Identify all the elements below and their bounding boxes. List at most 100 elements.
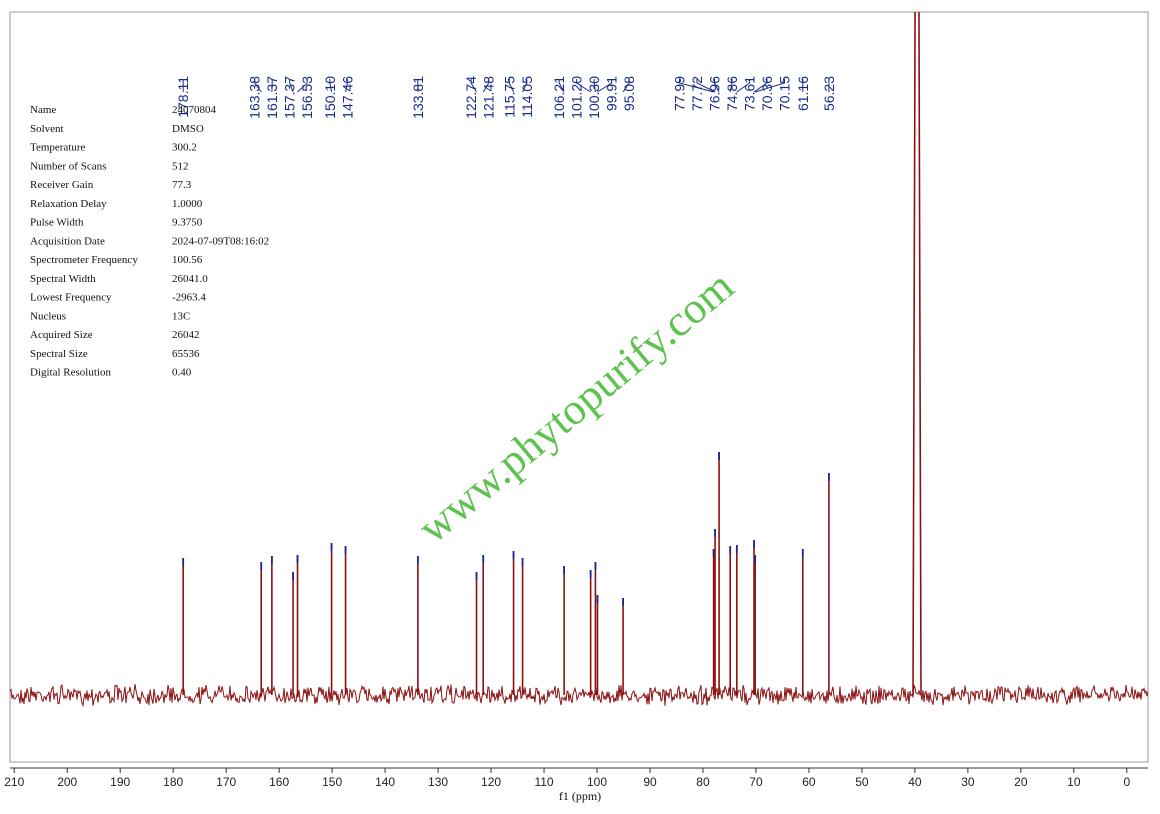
peak-label-leader xyxy=(736,79,750,93)
x-tick-label: 130 xyxy=(428,775,448,789)
param-value: 24070804 xyxy=(172,104,217,116)
x-tick-label: 20 xyxy=(1014,775,1028,789)
param-name: Spectral Width xyxy=(30,273,96,285)
peak-label-leader xyxy=(329,79,333,93)
x-tick-label: 40 xyxy=(908,775,922,789)
param-name: Relaxation Delay xyxy=(30,198,107,210)
peak-label-leader xyxy=(470,79,477,93)
x-tick-label: 30 xyxy=(961,775,975,789)
baseline-noise xyxy=(10,683,1148,708)
param-value: 13C xyxy=(172,310,190,322)
peak-label: 161.37 xyxy=(264,76,280,119)
x-tick-label: 80 xyxy=(696,775,710,789)
param-value: -2963.4 xyxy=(172,292,206,304)
peak-label: 122.74 xyxy=(463,76,479,119)
peak-label-leader xyxy=(597,79,613,93)
peak-label: 95.08 xyxy=(621,76,637,111)
param-name: Receiver Gain xyxy=(30,179,94,191)
peak-label-leader xyxy=(678,79,714,93)
x-tick-label: 200 xyxy=(57,775,77,789)
peak-label-leader xyxy=(696,79,716,93)
peak-label: 70.36 xyxy=(759,76,775,111)
peak-label: 61.16 xyxy=(795,76,811,111)
param-value: 100.56 xyxy=(172,254,203,266)
param-value: DMSO xyxy=(172,123,204,135)
peak-label-leader xyxy=(755,79,785,93)
x-tick-label: 160 xyxy=(269,775,289,789)
peak-label: 56.23 xyxy=(821,76,837,111)
watermark: www.phytopurify.com xyxy=(409,261,743,553)
x-tick-label: 10 xyxy=(1067,775,1081,789)
x-tick-label: 210 xyxy=(4,775,24,789)
peak-label: 133.81 xyxy=(410,76,426,119)
peak-label: 157.37 xyxy=(282,76,298,119)
x-axis-label: f1 (ppm) xyxy=(559,789,601,803)
param-name: Pulse Width xyxy=(30,217,84,229)
peak-label: 74.86 xyxy=(724,76,740,111)
x-tick-label: 170 xyxy=(216,775,236,789)
peak-label-leader xyxy=(289,79,294,93)
peak-label: 115.75 xyxy=(501,76,517,118)
peak-label: 77.99 xyxy=(671,76,687,111)
peak-label: 106.21 xyxy=(551,76,567,119)
peak-label: 114.05 xyxy=(519,76,535,118)
param-value: 26041.0 xyxy=(172,273,208,285)
param-name: Temperature xyxy=(30,142,86,154)
param-value: 65536 xyxy=(172,348,200,360)
x-tick-label: 190 xyxy=(110,775,130,789)
peak-label-leader xyxy=(558,79,565,93)
param-name: Name xyxy=(30,104,56,116)
peak-label-leader xyxy=(729,79,733,93)
peak-label: 101.20 xyxy=(569,76,585,119)
param-name: Acquisition Date xyxy=(30,235,105,247)
param-value: 0.40 xyxy=(172,367,192,379)
param-name: Number of Scans xyxy=(30,160,106,172)
param-name: Acquired Size xyxy=(30,329,93,341)
param-name: Spectral Size xyxy=(30,348,88,360)
peak-label: 150.10 xyxy=(322,76,338,119)
param-value: 300.2 xyxy=(172,142,197,154)
peak-label: 100.30 xyxy=(586,76,602,119)
peak-label: 147.46 xyxy=(339,76,355,119)
peak-label: 163.38 xyxy=(247,76,263,119)
peak-label: 76.96 xyxy=(706,76,722,111)
peak-label: 73.61 xyxy=(741,76,757,111)
peak-label-leader xyxy=(593,79,596,93)
x-tick-label: 120 xyxy=(481,775,501,789)
param-name: Digital Resolution xyxy=(30,367,111,379)
x-tick-label: 140 xyxy=(375,775,395,789)
peak-label-leader xyxy=(508,79,515,93)
peak-label-leader xyxy=(713,79,720,93)
peak-label-leader xyxy=(753,79,768,93)
solvent-peak xyxy=(912,12,922,696)
peak-label-leader xyxy=(576,79,591,93)
peak-label-leader xyxy=(254,79,262,93)
x-tick-label: 110 xyxy=(534,775,553,789)
param-name: Spectrometer Frequency xyxy=(30,254,138,266)
param-value: 77.3 xyxy=(172,179,192,191)
param-name: Solvent xyxy=(30,123,64,135)
peak-label-leader xyxy=(622,79,630,93)
param-value: 26042 xyxy=(172,329,200,341)
peak-label-leader xyxy=(345,79,348,93)
x-tick-label: 70 xyxy=(749,775,763,789)
param-value: 2024-07-09T08:16:02 xyxy=(172,235,269,247)
peak-label: 121.48 xyxy=(481,76,497,119)
param-value: 512 xyxy=(172,160,189,172)
peak-label-leader xyxy=(522,79,528,93)
peak-label-leader xyxy=(297,79,308,93)
param-name: Lowest Frequency xyxy=(30,292,112,304)
param-name: Nucleus xyxy=(30,310,66,322)
x-tick-label: 100 xyxy=(587,775,607,789)
peak-label: 178.11 xyxy=(175,76,191,118)
peak-label: 99.91 xyxy=(604,76,620,111)
x-tick-label: 90 xyxy=(643,775,657,789)
x-tick-label: 0 xyxy=(1123,775,1130,789)
plot-area xyxy=(10,12,1148,708)
plot-frame xyxy=(9,11,1149,763)
x-tick-label: 180 xyxy=(163,775,183,789)
x-tick-label: 50 xyxy=(855,775,869,789)
x-tick-label: 150 xyxy=(322,775,342,789)
x-tick-label: 60 xyxy=(802,775,816,789)
